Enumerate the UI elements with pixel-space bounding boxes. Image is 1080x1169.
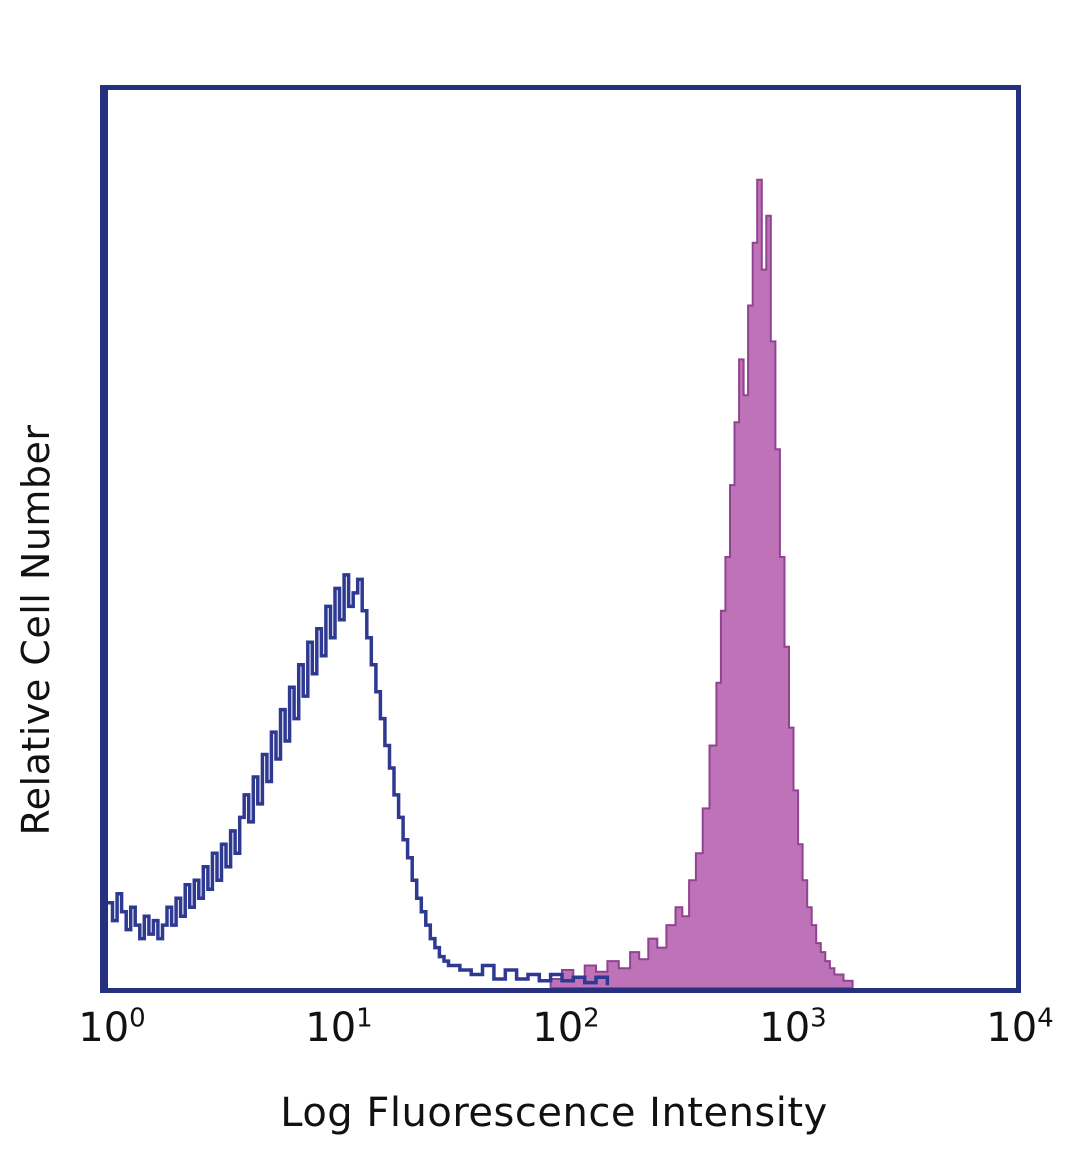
x-axis-label: Log Fluorescence Intensity xyxy=(280,1090,828,1136)
x-tick-base: 10 xyxy=(305,1005,357,1051)
x-axis-ticks: 100 101 102 103 104 xyxy=(0,1005,1080,1065)
x-tick-exponent: 3 xyxy=(810,1003,827,1034)
x-tick-10e3: 103 xyxy=(759,1005,826,1051)
x-tick-base: 10 xyxy=(78,1005,130,1051)
y-axis-label: Relative Cell Number xyxy=(14,424,58,836)
x-tick-10e0: 100 xyxy=(78,1005,145,1051)
x-tick-exponent: 1 xyxy=(356,1003,373,1034)
filled-positive-histogram xyxy=(549,178,854,988)
histogram-canvas xyxy=(108,178,854,988)
x-tick-exponent: 4 xyxy=(1037,1003,1054,1034)
x-tick-exponent: 2 xyxy=(583,1003,600,1034)
x-tick-base: 10 xyxy=(532,1005,584,1051)
x-tick-10e4: 104 xyxy=(986,1005,1053,1051)
x-tick-exponent: 0 xyxy=(129,1003,146,1034)
x-tick-base: 10 xyxy=(759,1005,811,1051)
plot-area xyxy=(100,85,1021,993)
x-tick-10e2: 102 xyxy=(532,1005,599,1051)
open-control-histogram xyxy=(108,573,610,986)
x-tick-10e1: 101 xyxy=(305,1005,372,1051)
x-tick-base: 10 xyxy=(986,1005,1038,1051)
